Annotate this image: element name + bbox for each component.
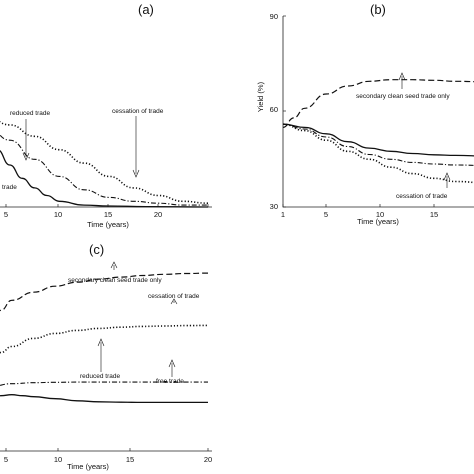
panel-b-ytick-60: 60 <box>270 105 278 114</box>
panel-a-plot <box>0 121 209 208</box>
panel-a-series-dashdot-line <box>0 134 208 206</box>
panel-a: (a) 5 10 15 20 20 Time (years) reduced t… <box>0 2 212 229</box>
panel-c-arrow-reduced <box>97 338 105 372</box>
panel-c-arrow-free <box>168 359 176 377</box>
panel-c-series-dashed-line <box>0 272 209 312</box>
panel-c-annot-free: free trade <box>156 378 184 385</box>
panel-c-arrow-cessation <box>170 298 178 305</box>
panel-c-arrow-secondary <box>110 261 118 270</box>
panel-a-xtick-4: 20 <box>154 210 162 219</box>
panel-b: (b) 90 60 30 Yield (%) 1 5 10 15 Time (y… <box>256 2 474 226</box>
panel-b-annot-cessation: cessation of trade <box>396 193 448 200</box>
panel-b-series-dashed-line <box>282 79 474 128</box>
panel-c-xtick-15: 15 <box>126 455 134 464</box>
panel-a-letter: (a) <box>138 2 154 17</box>
panel-b-letter: (b) <box>370 2 386 17</box>
panel-c-annot-cessation: cessation of trade <box>148 293 200 300</box>
panel-b-xtick-1: 1 <box>281 210 285 219</box>
panel-b-arrow-cessation <box>443 172 451 188</box>
panel-a-annot-cessation: cessation of trade <box>112 108 164 115</box>
panel-a-xtick-2: 10 <box>54 210 62 219</box>
panel-c-xtick-20: 20 <box>204 455 212 464</box>
panel-c-series-dotted-line <box>0 324 209 354</box>
panel-b-axes <box>282 16 474 208</box>
panel-a-series-solid-line <box>0 149 209 208</box>
panel-c-plot <box>0 272 209 404</box>
panel-c-xtick-10: 10 <box>54 455 62 464</box>
panel-a-xtick-1: 5 <box>4 210 8 219</box>
panel-a-series-dotted-line <box>0 121 209 204</box>
panel-b-plot <box>282 79 474 184</box>
panel-b-ytick-30: 30 <box>270 202 278 211</box>
panel-b-series-dashdot-line <box>282 123 474 166</box>
panel-c-letter: (c) <box>89 242 104 257</box>
panel-b-xtick-15: 15 <box>430 210 438 219</box>
panel-a-xlabel: Time (years) <box>87 220 129 229</box>
panel-a-arrow-reduced <box>22 119 30 161</box>
panel-b-ylabel: Yield (%) <box>256 81 265 112</box>
panel-a-arrow-cessation <box>132 116 140 178</box>
panel-c-xtick-5: 5 <box>4 455 8 464</box>
panel-a-annot-reduced: reduced trade <box>10 110 50 117</box>
panel-a-xtick-3: 15 <box>104 210 112 219</box>
panel-b-xtick-10: 10 <box>376 210 384 219</box>
panel-c-annot-reduced: reduced trade <box>80 373 120 380</box>
panel-b-xlabel: Time (years) <box>357 217 399 226</box>
panel-b-series-dotted-line <box>282 123 474 184</box>
panel-c-annot-secondary: secondary clean seed trade only <box>68 277 162 284</box>
panel-b-ticks <box>282 15 435 208</box>
panel-c-xlabel: Time (years) <box>67 462 109 471</box>
panel-b-annot-secondary: secondary clean seed trade only <box>356 93 450 100</box>
panel-b-series-solid-line <box>282 123 474 157</box>
panel-b-arrow-secondary <box>398 72 406 89</box>
panel-b-xtick-5: 5 <box>324 210 328 219</box>
panel-c-series-dashdot-line <box>0 381 208 387</box>
panel-c: (c) 5 10 15 20 Time (years) secondary cl… <box>0 242 212 471</box>
panel-c-x-ticks <box>5 448 209 451</box>
panel-a-annot-free: trade <box>2 184 17 191</box>
panel-c-series-solid-line <box>0 394 208 404</box>
panel-b-ytick-90: 90 <box>270 12 278 21</box>
